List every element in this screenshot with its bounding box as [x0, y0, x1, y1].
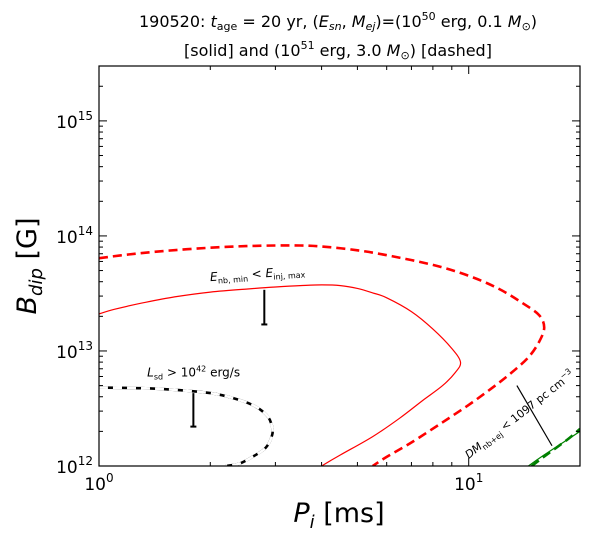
- annotation-label: Lsd > 1042 erg/s: [147, 364, 240, 381]
- y-tick-label: 1015: [56, 109, 93, 133]
- y-tick-label: 1014: [56, 224, 93, 248]
- x-tick-label: 101: [454, 471, 483, 495]
- series-layer: [99, 244, 580, 466]
- tick-layer: 100 101 1012 1013 1014 1015: [56, 65, 581, 495]
- chart-title-line1: 190520: tage = 20 yr, (Esn, Mej)=(1050 e…: [139, 10, 537, 33]
- y-tick-label: 1013: [56, 339, 93, 363]
- annotation-lsd: Lsd > 1042 erg/s: [147, 364, 240, 428]
- series-line-3: [99, 386, 274, 466]
- annotation-enb: Enb, min < Einj, max: [210, 263, 306, 326]
- annotation-label: DMnb+ej < 1097 pc cm−3: [461, 367, 578, 463]
- x-tick-label: 100: [84, 471, 113, 495]
- annotation-layer: Enb, min < Einj, max Lsd > 1042 erg/s DMnb…: [147, 263, 578, 463]
- annotation-dm: DMnb+ej < 1097 pc cm−3: [461, 367, 578, 463]
- series-line-1: [99, 244, 546, 466]
- series-line-2: [99, 386, 274, 466]
- x-axis-label: Pi [ms]: [293, 498, 384, 533]
- annotation-label: Enb, min < Einj, max: [210, 263, 306, 286]
- series-line-0: [99, 284, 462, 466]
- y-tick-label: 1012: [56, 454, 93, 478]
- annotation-bar: [516, 385, 553, 447]
- plot-frame: [98, 65, 581, 467]
- y-axis-label: Bdip [G]: [12, 218, 47, 315]
- series-line-5: [530, 427, 580, 466]
- chart-title-line2: [solid] and (1051 erg, 3.0 M⊙) [dashed]: [184, 39, 492, 62]
